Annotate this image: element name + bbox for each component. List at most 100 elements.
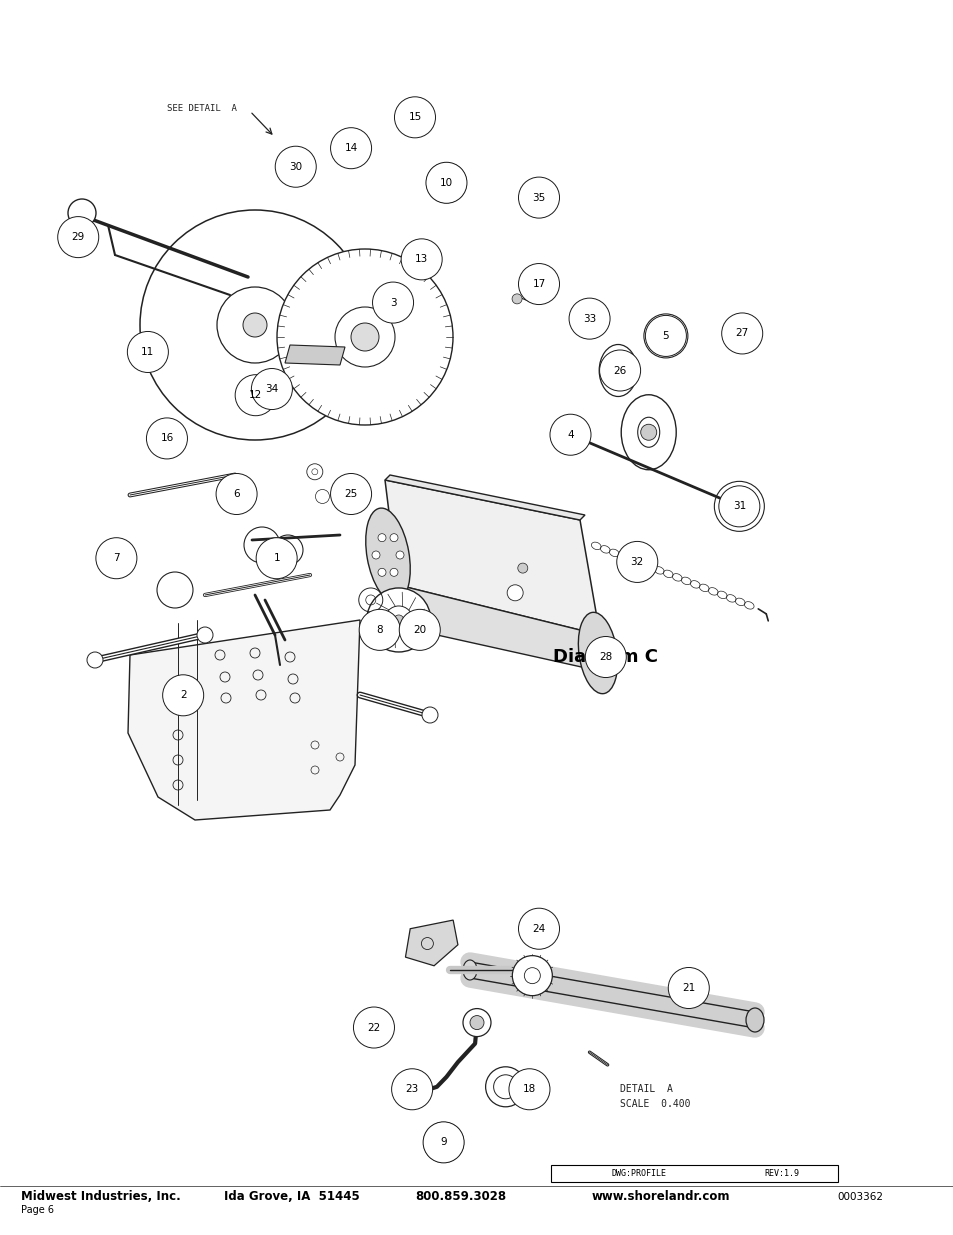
Bar bbox=[551, 1165, 837, 1182]
Circle shape bbox=[235, 374, 276, 416]
Circle shape bbox=[616, 541, 657, 583]
Circle shape bbox=[568, 298, 609, 340]
Circle shape bbox=[400, 238, 442, 280]
Polygon shape bbox=[385, 475, 584, 520]
Circle shape bbox=[518, 908, 558, 950]
Ellipse shape bbox=[620, 395, 676, 469]
Text: 4: 4 bbox=[567, 430, 573, 440]
Circle shape bbox=[353, 1007, 394, 1049]
Text: 20: 20 bbox=[413, 625, 426, 635]
Circle shape bbox=[395, 551, 403, 559]
Text: 35: 35 bbox=[532, 193, 545, 203]
Text: 25: 25 bbox=[344, 489, 357, 499]
Text: 14: 14 bbox=[344, 143, 357, 153]
Polygon shape bbox=[405, 920, 457, 966]
Text: 6: 6 bbox=[233, 489, 239, 499]
Circle shape bbox=[127, 331, 168, 373]
Circle shape bbox=[372, 282, 414, 324]
Text: 24: 24 bbox=[532, 924, 545, 934]
Circle shape bbox=[524, 968, 539, 983]
Circle shape bbox=[394, 96, 435, 138]
Circle shape bbox=[58, 216, 99, 258]
Circle shape bbox=[470, 1015, 483, 1030]
Circle shape bbox=[438, 1137, 448, 1147]
Circle shape bbox=[723, 315, 760, 352]
Circle shape bbox=[157, 572, 193, 608]
Circle shape bbox=[87, 652, 103, 668]
Circle shape bbox=[493, 1074, 517, 1099]
Circle shape bbox=[251, 368, 292, 410]
Circle shape bbox=[377, 568, 386, 577]
Ellipse shape bbox=[637, 417, 659, 447]
Ellipse shape bbox=[598, 345, 637, 396]
Text: 15: 15 bbox=[408, 112, 421, 122]
Text: DETAIL  A
SCALE  0.400: DETAIL A SCALE 0.400 bbox=[619, 1084, 690, 1109]
Text: 22: 22 bbox=[367, 1023, 380, 1032]
Ellipse shape bbox=[365, 508, 410, 601]
Ellipse shape bbox=[745, 1008, 763, 1032]
Circle shape bbox=[215, 473, 256, 515]
Circle shape bbox=[146, 417, 187, 459]
Circle shape bbox=[196, 627, 213, 643]
Circle shape bbox=[351, 324, 378, 351]
Circle shape bbox=[391, 1068, 432, 1110]
Circle shape bbox=[274, 146, 316, 188]
Circle shape bbox=[140, 210, 370, 440]
Text: 7: 7 bbox=[113, 553, 119, 563]
Text: Ida Grove, IA  51445: Ida Grove, IA 51445 bbox=[224, 1191, 359, 1203]
Circle shape bbox=[216, 287, 293, 363]
Text: 2: 2 bbox=[180, 690, 186, 700]
Ellipse shape bbox=[611, 361, 624, 380]
Polygon shape bbox=[470, 962, 754, 1028]
Text: Page 6: Page 6 bbox=[21, 1205, 54, 1215]
Circle shape bbox=[426, 162, 467, 204]
Circle shape bbox=[640, 425, 656, 440]
Circle shape bbox=[400, 104, 429, 131]
Circle shape bbox=[714, 482, 763, 531]
Text: 30: 30 bbox=[289, 162, 302, 172]
Ellipse shape bbox=[524, 184, 553, 206]
Circle shape bbox=[423, 1123, 463, 1162]
Polygon shape bbox=[285, 345, 345, 366]
Circle shape bbox=[372, 551, 379, 559]
Text: 33: 33 bbox=[582, 314, 596, 324]
Circle shape bbox=[719, 485, 759, 527]
Text: 34: 34 bbox=[265, 384, 278, 394]
Circle shape bbox=[643, 314, 687, 358]
Text: 0003362: 0003362 bbox=[837, 1192, 882, 1202]
Circle shape bbox=[507, 585, 522, 600]
Circle shape bbox=[390, 534, 397, 542]
Text: 26: 26 bbox=[613, 366, 626, 375]
Polygon shape bbox=[392, 585, 599, 671]
Text: 23: 23 bbox=[405, 1084, 418, 1094]
Circle shape bbox=[422, 1121, 463, 1163]
Circle shape bbox=[598, 350, 639, 391]
Text: 31: 31 bbox=[732, 501, 745, 511]
Ellipse shape bbox=[578, 613, 617, 694]
Circle shape bbox=[330, 473, 372, 515]
Circle shape bbox=[485, 1067, 525, 1107]
Circle shape bbox=[68, 199, 96, 227]
Text: 18: 18 bbox=[522, 1084, 536, 1094]
Text: Diagram C: Diagram C bbox=[553, 648, 658, 666]
Circle shape bbox=[366, 588, 431, 652]
Text: 28: 28 bbox=[598, 652, 612, 662]
Text: 5: 5 bbox=[662, 331, 668, 341]
Circle shape bbox=[512, 294, 521, 304]
Circle shape bbox=[358, 609, 400, 651]
Circle shape bbox=[390, 568, 397, 577]
Text: 29: 29 bbox=[71, 232, 85, 242]
Circle shape bbox=[584, 636, 625, 678]
Text: 32: 32 bbox=[630, 557, 643, 567]
Circle shape bbox=[644, 315, 685, 357]
Ellipse shape bbox=[462, 960, 476, 981]
Text: 3: 3 bbox=[390, 298, 395, 308]
Polygon shape bbox=[128, 620, 359, 820]
Circle shape bbox=[720, 312, 761, 354]
Circle shape bbox=[667, 967, 708, 1009]
Text: 1: 1 bbox=[274, 553, 279, 563]
Circle shape bbox=[462, 1009, 491, 1036]
Text: 27: 27 bbox=[735, 329, 748, 338]
Text: DWG:PROFILE: DWG:PROFILE bbox=[611, 1168, 666, 1178]
Circle shape bbox=[518, 177, 558, 219]
